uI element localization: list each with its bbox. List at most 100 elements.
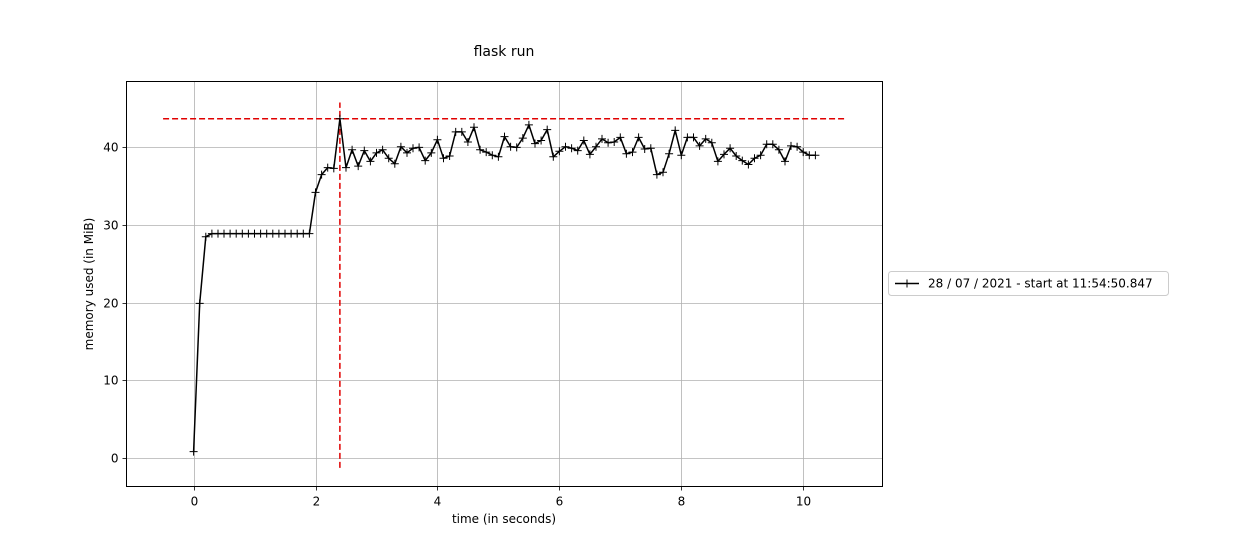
- chart-title: flask run: [474, 44, 535, 60]
- legend-box: [888, 271, 1169, 296]
- data-point: [433, 135, 442, 144]
- data-point: [738, 156, 747, 165]
- plot-frame: [126, 81, 883, 487]
- data-point: [573, 146, 582, 155]
- data-point: [744, 160, 753, 169]
- data-point: [518, 134, 527, 143]
- data-point: [610, 138, 619, 146]
- data-point: [342, 163, 350, 172]
- data-point: [677, 151, 686, 160]
- legend-plus-mark: [903, 279, 911, 288]
- data-point: [598, 134, 606, 143]
- x-tick-label: 6: [556, 495, 564, 509]
- y-tick-label: 0: [111, 452, 119, 466]
- data-point: [445, 152, 454, 160]
- data-point: [384, 154, 393, 163]
- data-point: [646, 144, 655, 153]
- data-point: [659, 168, 667, 177]
- data-point: [201, 232, 210, 241]
- x-tick-label: 10: [796, 495, 811, 509]
- series-layer: [189, 114, 820, 456]
- data-point: [531, 139, 539, 148]
- y-tick-label: 10: [103, 374, 118, 388]
- data-point: [707, 138, 716, 147]
- data-point: [579, 136, 588, 145]
- data-point: [348, 145, 357, 154]
- data-point: [732, 152, 741, 160]
- y-tick-label: 20: [103, 297, 118, 311]
- data-point: [567, 144, 576, 153]
- data-point: [427, 148, 436, 157]
- data-point: [720, 150, 728, 159]
- x-tick-label: 2: [313, 495, 321, 509]
- data-point: [396, 142, 405, 151]
- data-point: [750, 154, 759, 163]
- data-point: [701, 134, 710, 143]
- data-point: [585, 150, 594, 159]
- data-point: [756, 151, 765, 160]
- data-point: [512, 143, 521, 152]
- data-point: [409, 144, 417, 153]
- data-point: [799, 148, 808, 157]
- data-point: [323, 163, 332, 172]
- x-tick-label: 0: [191, 495, 199, 509]
- x-tick-label: 4: [434, 495, 442, 509]
- y-tick-label: 30: [103, 219, 118, 233]
- data-point: [695, 141, 704, 150]
- data-point: [561, 142, 570, 151]
- data-point: [616, 133, 625, 142]
- y-tick-label: 40: [103, 141, 118, 155]
- y-axis-label: memory used (in MiB): [82, 218, 96, 351]
- data-point: [537, 136, 546, 145]
- data-point: [500, 132, 509, 141]
- data-point: [421, 156, 430, 165]
- data-point: [305, 229, 314, 238]
- data-point: [793, 142, 802, 151]
- data-point: [457, 127, 466, 136]
- data-point: [311, 188, 320, 197]
- data-point: [549, 152, 558, 161]
- data-point: [415, 143, 424, 152]
- data-point: [671, 126, 680, 135]
- data-point: [494, 152, 503, 161]
- data-point: [689, 133, 698, 142]
- grid-lines: [126, 81, 883, 487]
- data-point: [781, 157, 789, 166]
- reference-lines: [163, 102, 846, 468]
- data-point: [604, 138, 613, 147]
- data-point: [366, 157, 375, 166]
- data-point: [403, 148, 411, 157]
- data-point: [335, 114, 344, 123]
- data-point: [470, 123, 478, 132]
- data-point: [524, 120, 533, 129]
- legend: 28 / 07 / 2021 - start at 11:54:50.847: [888, 271, 1169, 296]
- data-point: [506, 142, 515, 151]
- data-point: [378, 145, 387, 154]
- data-point: [640, 145, 649, 153]
- data-point: [713, 157, 722, 166]
- data-point: [195, 299, 204, 308]
- y-axis-ticks: 0 10 20 30 40: [103, 141, 127, 466]
- legend-plus-marker: [903, 279, 911, 288]
- x-tick-label: 8: [678, 495, 686, 509]
- data-point: [634, 133, 643, 142]
- x-axis-ticks: 0 2 4 6 8 10: [191, 486, 811, 509]
- legend-entry-label: 28 / 07 / 2021 - start at 11:54:50.847: [928, 277, 1153, 291]
- data-point: [592, 142, 600, 151]
- data-point: [329, 164, 338, 173]
- x-axis-label: time (in seconds): [452, 512, 556, 526]
- data-point: [463, 138, 472, 146]
- data-point: [555, 147, 564, 156]
- data-point: [354, 162, 363, 171]
- data-point: [390, 159, 399, 168]
- data-point: [189, 447, 198, 456]
- data-point: [665, 149, 674, 158]
- data-point: [372, 148, 381, 157]
- data-point: [317, 170, 326, 179]
- series-line: [192, 117, 816, 452]
- data-point: [360, 146, 369, 155]
- data-point: [652, 170, 661, 179]
- data-point: [439, 154, 448, 163]
- data-point: [811, 151, 820, 160]
